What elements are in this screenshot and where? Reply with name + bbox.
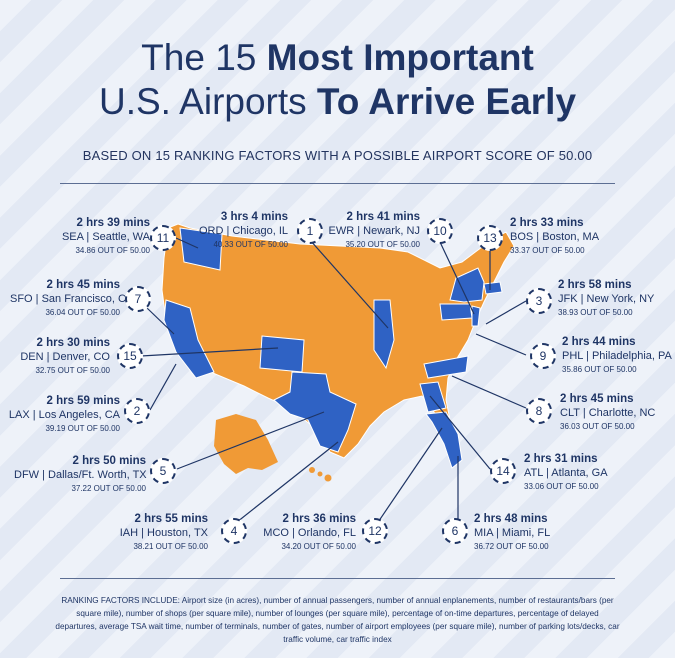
divider-bottom — [60, 578, 615, 579]
annotation-mco: 2 hrs 36 mins MCO | Orlando, FL 34.20 OU… — [263, 513, 356, 551]
rank-badge-atl: 14 — [490, 458, 516, 484]
annotation-ewr: 2 hrs 41 mins EWR | Newark, NJ 35.20 OUT… — [328, 211, 420, 249]
state-north-carolina — [423, 355, 469, 379]
ranking-factors-footer: RANKING FACTORS INCLUDE: Airport size (i… — [55, 594, 620, 646]
rank-badge-sea: 11 — [150, 225, 176, 251]
rank-badge-lax: 2 — [124, 398, 150, 424]
rank-badge-dfw: 5 — [150, 458, 176, 484]
rank-badge-clt: 8 — [526, 398, 552, 424]
annotation-phl: 2 hrs 44 mins PHL | Philadelphia, PA 35.… — [562, 336, 672, 374]
state-new-jersey — [471, 305, 481, 327]
rank-badge-sfo: 7 — [125, 286, 151, 312]
state-colorado — [259, 335, 305, 373]
page-title: The 15 Most Important U.S. Airports To A… — [0, 36, 675, 124]
title-line-2: U.S. Airports To Arrive Early — [98, 81, 577, 122]
title-line-1: The 15 Most Important — [141, 37, 534, 78]
state-washington — [179, 227, 223, 271]
rank-badge-ewr: 10 — [427, 218, 453, 244]
rank-badge-mco: 12 — [362, 518, 388, 544]
footer-label: RANKING FACTORS INCLUDE: — [61, 596, 180, 605]
annotation-mia: 2 hrs 48 mins MIA | Miami, FL 36.72 OUT … — [474, 513, 551, 551]
divider-top — [60, 183, 615, 184]
state-california — [163, 299, 215, 379]
annotation-ord: 3 hrs 4 mins ORD | Chicago, IL 40.33 OUT… — [198, 211, 288, 249]
annotation-atl: 2 hrs 31 mins ATL | Atlanta, GA 33.06 OU… — [524, 453, 608, 491]
state-pennsylvania — [439, 303, 473, 321]
annotation-sea: 2 hrs 39 mins SEA | Seattle, WA 34.86 OU… — [61, 217, 150, 255]
annotation-sfo: 2 hrs 45 mins SFO | San Francisco, CA 36… — [10, 279, 134, 317]
annotation-den: 2 hrs 30 mins DEN | Denver, CO 32.75 OUT… — [20, 337, 110, 375]
state-florida — [425, 411, 463, 469]
leader-lines — [140, 237, 527, 532]
highlighted-states — [163, 227, 503, 469]
rank-badge-jfk: 3 — [526, 288, 552, 314]
rank-badge-mia: 6 — [442, 518, 468, 544]
rank-badge-iah: 4 — [221, 518, 247, 544]
hawaii — [309, 467, 332, 482]
state-massachusetts — [483, 281, 503, 295]
state-new-york — [449, 267, 485, 303]
footer-text: Airport size (in acres), number of annua… — [55, 596, 620, 644]
rank-badge-den: 15 — [117, 343, 143, 369]
rank-badge-ord: 1 — [297, 218, 323, 244]
annotation-dfw: 2 hrs 50 mins DFW | Dallas/Ft. Worth, TX… — [14, 455, 147, 493]
annotation-clt: 2 hrs 45 mins CLT | Charlotte, NC 36.03 … — [560, 393, 656, 431]
annotation-jfk: 2 hrs 58 mins JFK | New York, NY 38.93 O… — [558, 279, 655, 317]
annotation-iah: 2 hrs 55 mins IAH | Houston, TX 38.21 OU… — [119, 513, 208, 551]
alaska — [214, 414, 278, 474]
state-georgia — [419, 381, 447, 413]
rank-badge-phl: 9 — [530, 343, 556, 369]
subtitle: BASED ON 15 RANKING FACTORS WITH A POSSI… — [82, 148, 593, 163]
rank-badge-bos: 13 — [477, 225, 503, 251]
annotation-lax: 2 hrs 59 mins LAX | Los Angeles, CA 39.1… — [8, 395, 120, 433]
annotation-bos: 2 hrs 33 mins BOS | Boston, MA 33.37 OUT… — [510, 217, 600, 255]
